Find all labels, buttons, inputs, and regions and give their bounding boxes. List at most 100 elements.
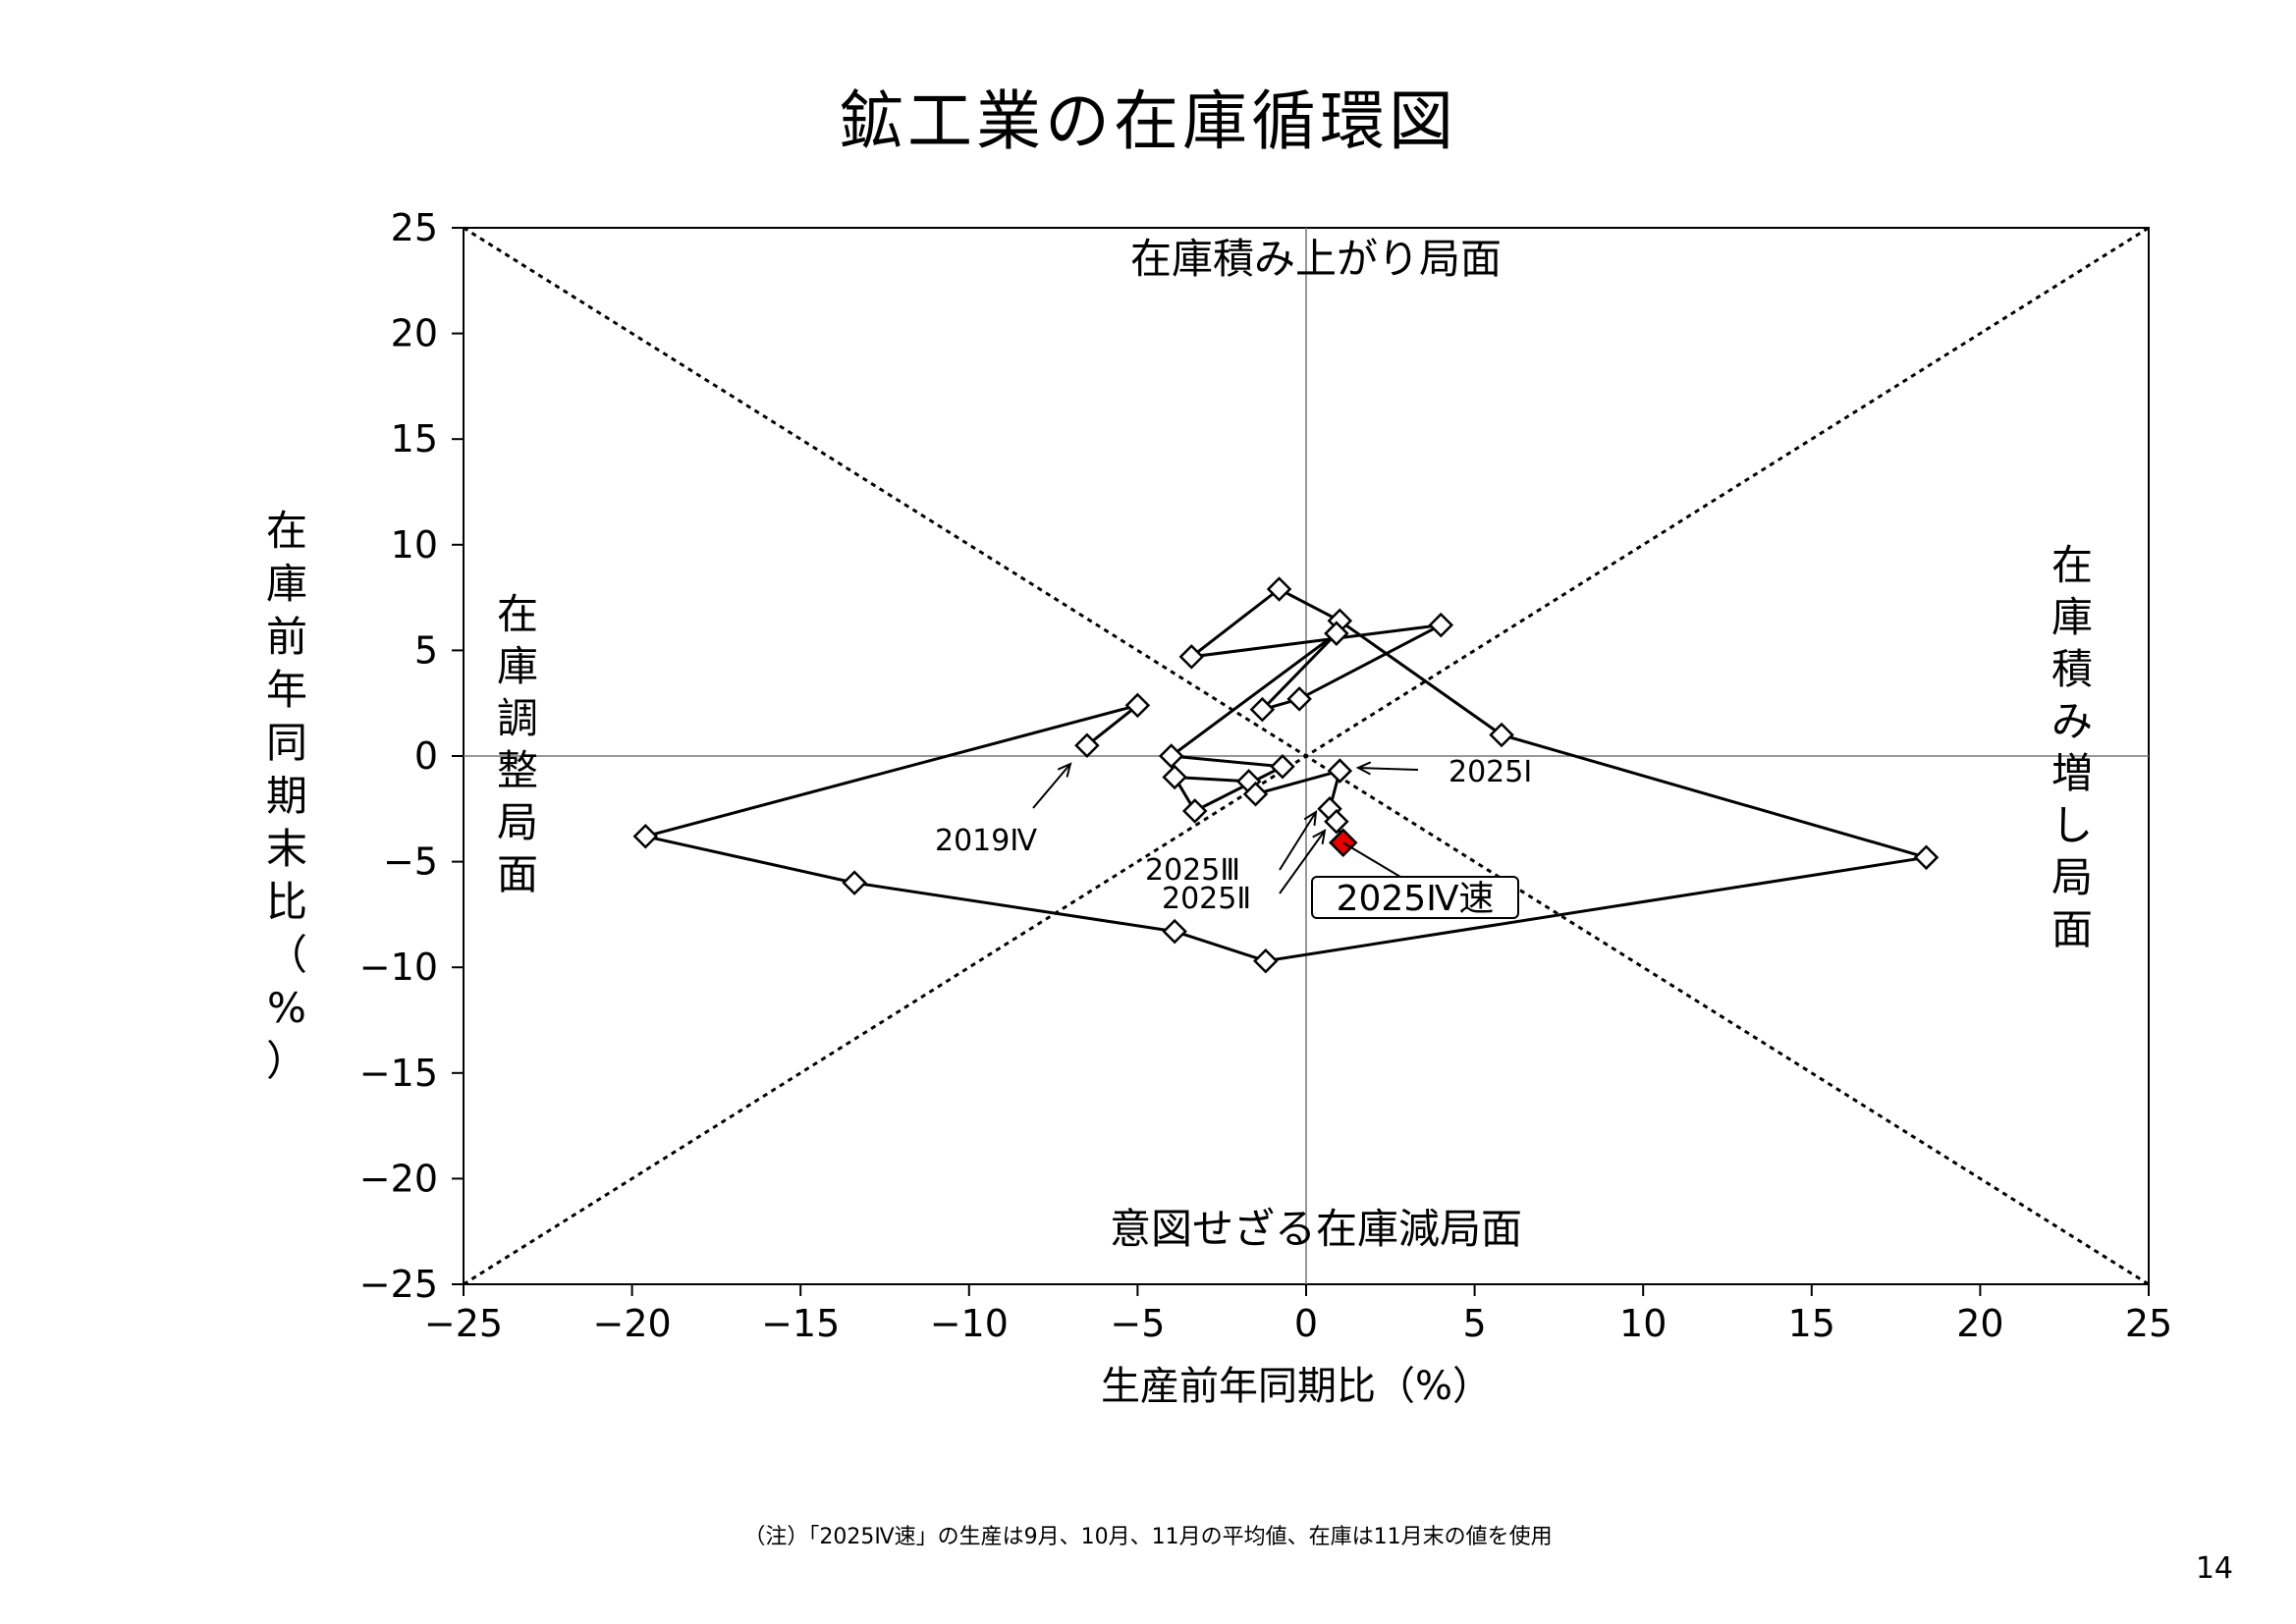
label-2025q1: 2025Ⅰ xyxy=(1449,755,1532,789)
arrow-head xyxy=(1057,762,1072,778)
y-axis-label-char: （ xyxy=(266,931,307,979)
label-2025q4: 2025Ⅳ速 xyxy=(1337,879,1495,919)
y-axis-label-char: 在 xyxy=(266,507,307,555)
data-point xyxy=(1158,743,1184,769)
region-label-char: 在 xyxy=(2051,541,2093,589)
y-tick-label: 15 xyxy=(391,417,438,460)
region-label-char: し xyxy=(2051,801,2093,849)
x-tick-label: 10 xyxy=(1619,1302,1667,1345)
arrow-2025q2 xyxy=(1279,829,1327,894)
region-label-char: 庫 xyxy=(497,642,538,690)
region-label-char: 庫 xyxy=(2051,593,2093,641)
region-label-char: 調 xyxy=(497,694,538,742)
diagonal-line-falling xyxy=(463,226,2150,1286)
arrow-shaft xyxy=(1279,811,1317,871)
data-point xyxy=(1489,722,1514,748)
y-tick-label: 5 xyxy=(414,628,438,672)
data-point xyxy=(1270,753,1295,780)
data-point xyxy=(1324,621,1349,646)
x-tick-label: −20 xyxy=(592,1302,671,1345)
data-point xyxy=(1266,576,1292,602)
x-tick-label: −5 xyxy=(1110,1302,1165,1345)
footnote: （注）「2025Ⅳ速」の生産は9月、10月、11月の平均値、在庫は11月末の値を… xyxy=(743,1525,1553,1549)
y-axis-label-char: 前 xyxy=(266,613,307,661)
y-axis-label-char: % xyxy=(267,984,306,1032)
region-label-char: み xyxy=(2051,697,2093,745)
region-label-char: 局 xyxy=(497,798,538,846)
data-point xyxy=(1249,696,1276,723)
leader-2025q4 xyxy=(1342,841,1401,878)
arrow-head xyxy=(1355,761,1372,776)
data-point xyxy=(632,824,659,849)
region-label-top: 在庫積み上がり局面 xyxy=(1130,235,1502,283)
x-tick-label: −25 xyxy=(424,1302,503,1345)
x-tick-label: 0 xyxy=(1294,1302,1318,1345)
data-point xyxy=(1074,732,1100,759)
y-axis-label-char: 期 xyxy=(266,772,307,820)
data-point xyxy=(842,870,867,895)
highlight-point xyxy=(1328,828,1358,857)
x-tick-label: 20 xyxy=(1956,1302,2003,1345)
arrow-2025q1 xyxy=(1355,761,1419,776)
data-point xyxy=(1428,612,1454,638)
y-tick-label: 25 xyxy=(391,206,438,249)
y-axis-label-char: 同 xyxy=(266,719,307,767)
data-point xyxy=(1181,798,1208,824)
y-tick-label: −20 xyxy=(359,1157,438,1200)
region-label-char: 面 xyxy=(497,850,538,898)
data-point xyxy=(1242,781,1269,807)
y-tick-label: −25 xyxy=(359,1263,438,1306)
region-label-char: 増 xyxy=(2051,749,2093,797)
y-axis-label-char: ） xyxy=(266,1037,307,1085)
y-axis-label-char: 庫 xyxy=(266,560,307,608)
y-axis-label-char: 年 xyxy=(266,666,307,714)
x-axis-label: 生産前年同期比（%） xyxy=(1101,1364,1492,1409)
page-number: 14 xyxy=(2195,1551,2233,1586)
arrow-2019q4 xyxy=(1032,762,1072,809)
data-point xyxy=(1286,686,1312,712)
arrow-shaft xyxy=(1279,830,1326,894)
data-point xyxy=(1327,758,1353,784)
arrow-2025q3 xyxy=(1279,810,1318,871)
arrow-shaft xyxy=(1357,767,1419,771)
y-tick-label: 20 xyxy=(391,312,438,355)
data-point xyxy=(1324,808,1349,835)
label-2025q3: 2025Ⅲ xyxy=(1145,853,1240,888)
x-tick-label: −15 xyxy=(761,1302,840,1345)
x-tick-label: 25 xyxy=(2125,1302,2172,1345)
axis-ticks: −25 −20 −15 −10 −5 0 5 10 15 20 25 −25 −20 −15 −10 −5 0 5… xyxy=(359,206,2172,1345)
region-label-char: 面 xyxy=(2051,905,2093,953)
label-2025q2: 2025Ⅱ xyxy=(1162,882,1251,916)
data-point xyxy=(1178,644,1205,670)
x-tick-label: 5 xyxy=(1463,1302,1487,1345)
y-tick-label: −10 xyxy=(359,946,438,989)
y-axis-label-char: 末 xyxy=(266,825,307,873)
region-label-char: 整 xyxy=(497,746,538,794)
x-tick-label: 15 xyxy=(1788,1302,1835,1345)
data-point xyxy=(1162,918,1187,945)
data-point xyxy=(1162,764,1187,790)
x-tick-label: −10 xyxy=(930,1302,1009,1345)
guide-lines xyxy=(463,226,2150,1286)
data-point xyxy=(1253,947,1279,974)
y-tick-label: 10 xyxy=(391,523,438,567)
series xyxy=(632,576,1940,974)
region-label-char: 積 xyxy=(2051,645,2093,693)
arrow-shaft xyxy=(1032,763,1071,809)
y-tick-label: 0 xyxy=(414,734,438,778)
arrow-head xyxy=(1303,810,1318,827)
arrow-head xyxy=(1312,829,1327,844)
region-label-char: 局 xyxy=(2051,853,2093,901)
label-box-2025q4 xyxy=(1311,876,1519,919)
data-point xyxy=(1124,692,1151,719)
y-axis-label-char: 比 xyxy=(266,878,307,926)
y-tick-label: −5 xyxy=(383,840,438,884)
region-label-char: 在 xyxy=(497,590,538,638)
y-tick-label: −15 xyxy=(359,1052,438,1095)
data-point xyxy=(1913,844,1940,871)
chart-text: 生産前年同期比（%）在庫前年同期末比（%）在庫積み上がり局面在庫調整局面在庫積み… xyxy=(266,235,2093,1409)
